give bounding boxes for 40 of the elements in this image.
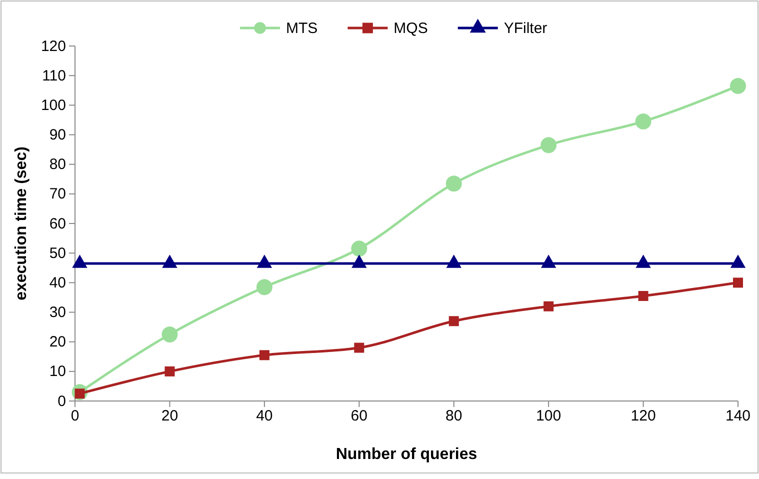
x-tick-label: 40 [256, 408, 273, 425]
point [635, 113, 652, 130]
y-tick-label: 40 [49, 274, 66, 292]
point [448, 316, 459, 326]
point [446, 176, 462, 192]
y-tick-label: 100 [40, 96, 66, 114]
y-tick-label: 120 [40, 38, 66, 55]
x-tick-label: 120 [630, 408, 656, 425]
legend-label: MQS [394, 20, 428, 37]
x-axis-title: Number of queries [336, 446, 478, 463]
y-tick-label: 90 [49, 126, 66, 144]
y-tick-label: 80 [49, 156, 66, 174]
point [164, 366, 175, 376]
y-tick-label: 50 [49, 244, 66, 262]
point [638, 290, 648, 301]
y-tick-label: 60 [49, 215, 66, 232]
y-tick-label: 0 [58, 392, 66, 410]
legend-label: MTS [286, 20, 318, 37]
y-axis-title: execution time (sec) [13, 146, 30, 300]
point [730, 78, 746, 94]
y-tick-label: 70 [49, 186, 66, 203]
point [351, 240, 368, 257]
x-tick-label: 140 [725, 408, 751, 425]
x-tick-label: 60 [350, 408, 368, 425]
x-tick-label: 100 [536, 408, 562, 425]
x-tick-label: 20 [161, 408, 178, 425]
point [256, 279, 272, 296]
y-tick-label: 10 [49, 363, 66, 380]
y-tick-label: 30 [49, 304, 66, 322]
x-tick-label: 0 [70, 408, 80, 425]
point [733, 278, 743, 288]
y-tick-label: 110 [42, 67, 66, 84]
point [259, 350, 270, 360]
y-tick-label: 20 [49, 334, 66, 351]
point [162, 326, 178, 342]
point [540, 137, 557, 154]
x-tick-label: 80 [446, 408, 462, 425]
point [354, 342, 364, 353]
legend-label: YFilter [504, 20, 548, 37]
point [544, 301, 554, 312]
